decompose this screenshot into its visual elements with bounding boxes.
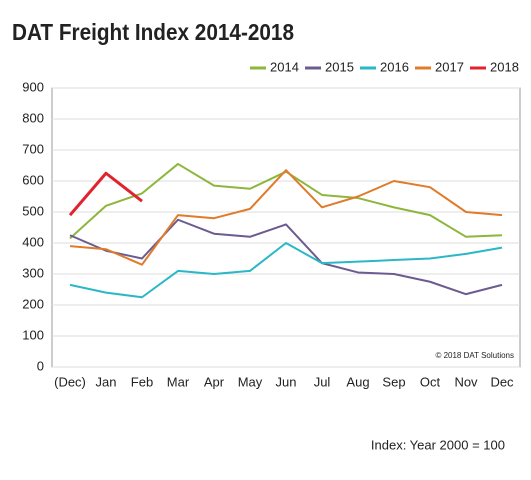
- y-tick-label: 800: [22, 110, 44, 125]
- x-tick-label: Dec: [490, 374, 514, 389]
- y-tick-label: 600: [22, 172, 44, 187]
- x-tick-label: (Dec): [54, 374, 86, 389]
- series-line: [69, 162, 503, 240]
- y-tick-label: 300: [22, 265, 44, 280]
- series-line: [68, 171, 143, 217]
- x-tick-label: Nov: [454, 374, 478, 389]
- chart-title: DAT Freight Index 2014-2018: [12, 19, 294, 45]
- x-tick-label: Jul: [314, 374, 331, 389]
- y-tick-label: 100: [22, 327, 44, 342]
- legend-label: 2018: [490, 59, 519, 74]
- legend-label: 2014: [270, 59, 299, 74]
- legend-label: 2016: [380, 59, 409, 74]
- series-line: [69, 169, 503, 266]
- y-tick-label: 900: [22, 79, 44, 94]
- copyright: © 2018 DAT Solutions: [435, 351, 514, 360]
- x-tick-label: Aug: [346, 374, 369, 389]
- x-tick-label: Feb: [131, 374, 153, 389]
- y-tick-label: 700: [22, 141, 44, 156]
- legend-label: 2015: [325, 59, 354, 74]
- series-line: [69, 218, 503, 296]
- x-tick-label: Oct: [420, 374, 441, 389]
- x-tick-label: Sep: [382, 374, 405, 389]
- y-tick-label: 200: [22, 296, 44, 311]
- legend-label: 2017: [435, 59, 464, 74]
- series-line: [69, 242, 503, 299]
- x-tick-label: Apr: [204, 374, 225, 389]
- x-tick-label: May: [238, 374, 263, 389]
- x-tick-label: Jan: [96, 374, 117, 389]
- y-tick-label: 0: [37, 358, 44, 373]
- footnote: Index: Year 2000 = 100: [371, 437, 505, 452]
- y-tick-label: 500: [22, 203, 44, 218]
- y-tick-label: 400: [22, 234, 44, 249]
- x-tick-label: Mar: [167, 374, 190, 389]
- x-tick-label: Jun: [276, 374, 297, 389]
